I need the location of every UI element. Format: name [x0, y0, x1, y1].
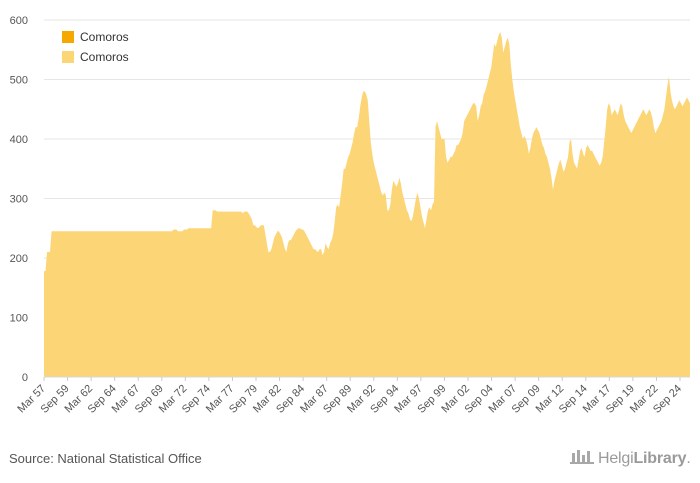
legend-item[interactable]: Comoros	[62, 27, 129, 47]
brand-name-bold: Library	[633, 449, 687, 467]
y-tick-label: 300	[10, 194, 28, 206]
y-tick-label: 400	[10, 134, 28, 146]
y-tick-label: 600	[10, 15, 28, 27]
legend-swatch-icon	[62, 51, 74, 63]
brand-name-suffix: .	[686, 449, 691, 467]
brand-logo[interactable]: Helgi Library.	[570, 447, 691, 470]
legend: Comoros Comoros	[62, 27, 129, 67]
library-logo-icon	[570, 447, 594, 470]
y-tick-label: 500	[10, 75, 28, 87]
legend-label: Comoros	[80, 30, 129, 44]
y-tick-label: 0	[22, 372, 28, 384]
legend-swatch-icon	[62, 31, 74, 43]
source-note: Source: National Statistical Office	[9, 451, 202, 466]
brand-name-regular: Helgi	[598, 449, 634, 467]
legend-item[interactable]: Comoros	[62, 47, 129, 67]
legend-label: Comoros	[80, 50, 129, 64]
y-tick-label: 200	[10, 253, 28, 265]
y-tick-label: 100	[10, 313, 28, 325]
series-area[interactable]	[44, 31, 690, 378]
